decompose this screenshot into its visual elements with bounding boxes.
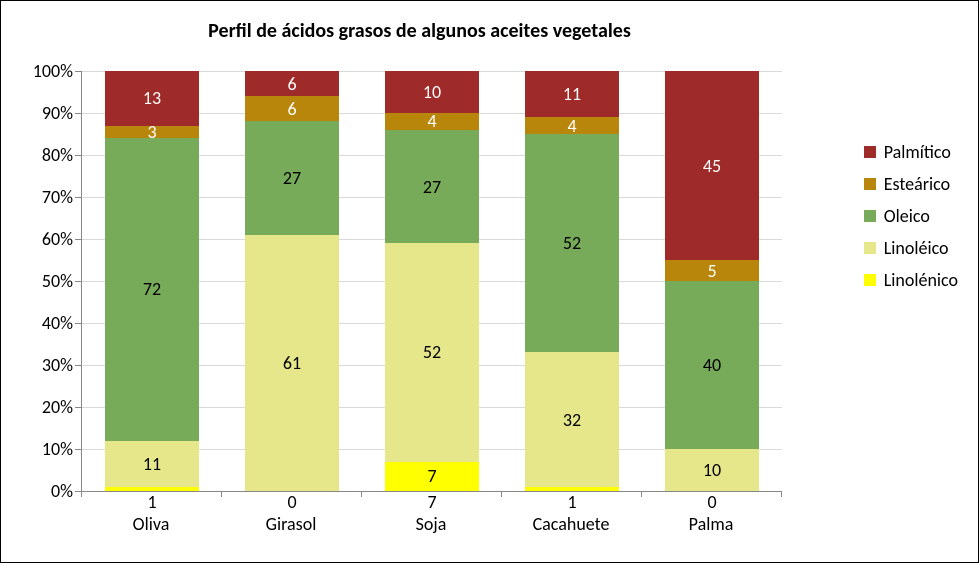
legend-swatch bbox=[864, 274, 876, 286]
bar-column: 114523211 bbox=[525, 71, 619, 491]
bar-value-label: 7 bbox=[427, 467, 436, 485]
y-tick-label: 10% bbox=[42, 438, 73, 460]
x-tick-mark bbox=[221, 491, 222, 497]
bar-segment: 40 bbox=[665, 281, 759, 449]
bar-value-label: 13 bbox=[143, 89, 161, 107]
bar-value-label: 27 bbox=[283, 169, 301, 187]
bar-segment: 13 bbox=[105, 71, 199, 126]
bar-value-label: 32 bbox=[563, 411, 581, 429]
bar-segment: 52 bbox=[525, 134, 619, 352]
legend-item: Oleico bbox=[864, 205, 958, 227]
legend-label: Oleico bbox=[884, 205, 930, 227]
bar-value-label: 6 bbox=[287, 75, 296, 93]
bar-segment: 45 bbox=[665, 71, 759, 260]
x-tick-mark bbox=[641, 491, 642, 497]
x-axis: OlivaGirasolSojaCacahuetePalma bbox=[81, 491, 781, 531]
bar-segment: 3 bbox=[105, 126, 199, 139]
chart-frame: Perfil de ácidos grasos de algunos aceit… bbox=[0, 0, 979, 563]
x-axis-label: Cacahuete bbox=[501, 513, 641, 531]
bar-column: 133721111 bbox=[105, 71, 199, 491]
bar-value-label: 5 bbox=[707, 262, 716, 280]
bar-column: 455401000 bbox=[665, 71, 759, 491]
legend-swatch bbox=[864, 242, 876, 254]
legend-swatch bbox=[864, 210, 876, 222]
x-axis-label: Palma bbox=[641, 513, 781, 531]
bar-segment: 10 bbox=[665, 449, 759, 491]
legend: Palmítico Esteárico Oleico Linoléico Linolén… bbox=[864, 141, 958, 301]
y-tick-label: 100% bbox=[33, 60, 73, 82]
legend-label: Esteárico bbox=[884, 173, 950, 195]
legend-item: Linolénico bbox=[864, 269, 958, 291]
bar-segment: 61 bbox=[245, 235, 339, 491]
bar-segment: 32 bbox=[525, 352, 619, 486]
bar-segment: 4 bbox=[385, 113, 479, 130]
chart-title: Perfil de ácidos grasos de algunos aceit… bbox=[1, 19, 838, 43]
bar-value-label: 11 bbox=[143, 455, 161, 473]
bar-value-label: 40 bbox=[703, 356, 721, 374]
y-tick-label: 30% bbox=[42, 354, 73, 376]
y-tick-label: 80% bbox=[42, 144, 73, 166]
bar-value-label: 10 bbox=[423, 83, 441, 101]
bar-value-label: 45 bbox=[703, 157, 721, 175]
bar-segment: 27 bbox=[245, 121, 339, 234]
legend-label: Linoléico bbox=[884, 237, 949, 259]
bar-segment: 52 bbox=[385, 243, 479, 461]
x-tick-mark bbox=[81, 491, 82, 497]
bar-segment: 10 bbox=[385, 71, 479, 113]
bar-segment: 6 bbox=[245, 96, 339, 121]
bar-value-label: 61 bbox=[283, 354, 301, 372]
x-tick-mark bbox=[501, 491, 502, 497]
y-tick-label: 20% bbox=[42, 396, 73, 418]
y-tick-label: 40% bbox=[42, 312, 73, 334]
legend-item: Esteárico bbox=[864, 173, 958, 195]
bar-value-label: 4 bbox=[427, 112, 436, 130]
bar-value-label: 52 bbox=[563, 234, 581, 252]
bar-segment: 7 bbox=[385, 462, 479, 491]
bar-value-label: 11 bbox=[563, 85, 581, 103]
legend-swatch bbox=[864, 178, 876, 190]
bar-column: 104275277 bbox=[385, 71, 479, 491]
y-tick-label: 90% bbox=[42, 102, 73, 124]
x-axis-label: Girasol bbox=[221, 513, 361, 531]
bar-value-label: 6 bbox=[287, 100, 296, 118]
x-tick-mark bbox=[361, 491, 362, 497]
x-tick-mark bbox=[781, 491, 782, 497]
bar-value-label: 52 bbox=[423, 343, 441, 361]
y-tick-label: 60% bbox=[42, 228, 73, 250]
bar-segment: 11 bbox=[525, 71, 619, 117]
legend-label: Linolénico bbox=[884, 269, 958, 291]
y-tick-label: 70% bbox=[42, 186, 73, 208]
y-tick-label: 50% bbox=[42, 270, 73, 292]
bars-container: 1337211116627610010427527711452321145540… bbox=[82, 71, 782, 491]
bar-value-label: 10 bbox=[703, 461, 721, 479]
bar-segment: 4 bbox=[525, 117, 619, 134]
bar-column: 66276100 bbox=[245, 71, 339, 491]
legend-swatch bbox=[864, 146, 876, 158]
legend-label: Palmítico bbox=[884, 141, 951, 163]
x-axis-label: Oliva bbox=[81, 513, 221, 531]
bar-segment: 5 bbox=[665, 260, 759, 281]
x-axis-label: Soja bbox=[361, 513, 501, 531]
bar-segment: 27 bbox=[385, 130, 479, 243]
y-axis: 0%10%20%30%40%50%60%70%80%90%100% bbox=[1, 71, 81, 491]
bar-segment: 72 bbox=[105, 138, 199, 440]
y-tick-label: 0% bbox=[51, 480, 73, 502]
bar-segment: 6 bbox=[245, 71, 339, 96]
bar-value-label: 4 bbox=[567, 117, 576, 135]
bar-segment: 11 bbox=[105, 441, 199, 487]
bar-value-label: 27 bbox=[423, 178, 441, 196]
legend-item: Linoléico bbox=[864, 237, 958, 259]
bar-value-label: 72 bbox=[143, 280, 161, 298]
legend-item: Palmítico bbox=[864, 141, 958, 163]
plot-area: 1337211116627610010427527711452321145540… bbox=[81, 71, 782, 492]
